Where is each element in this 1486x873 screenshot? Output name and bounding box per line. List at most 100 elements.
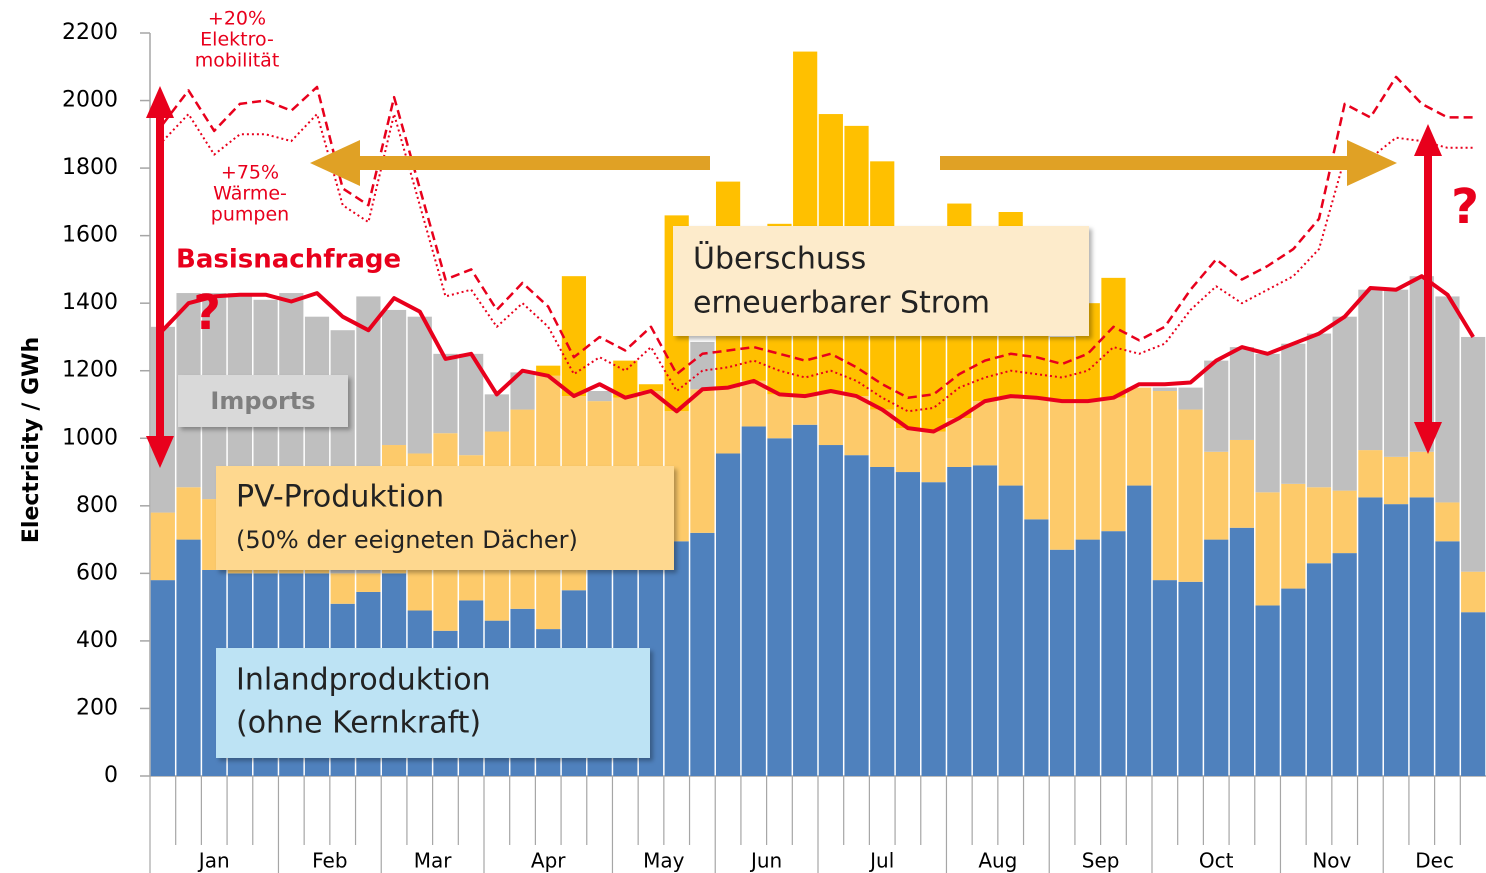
bar-segment xyxy=(1332,490,1357,554)
question-mark: ? xyxy=(193,285,221,341)
bar-segment xyxy=(1409,451,1434,498)
bar-segment xyxy=(1204,451,1229,540)
bar-segment xyxy=(1281,483,1306,589)
x-tick-label: Oct xyxy=(1199,849,1234,873)
bar-segment xyxy=(484,394,509,432)
bar-segment xyxy=(1435,502,1460,542)
x-tick-label: Jul xyxy=(868,849,894,873)
bar-segment xyxy=(793,51,818,397)
surplus-box xyxy=(673,226,1089,336)
bar-segment xyxy=(1178,581,1203,776)
y-tick-label: 1400 xyxy=(62,290,118,315)
bar-segment xyxy=(972,465,998,776)
x-tick-label: Jun xyxy=(749,849,782,873)
bar-segment xyxy=(1255,605,1280,776)
x-tick-label: Mar xyxy=(414,849,453,873)
x-tick-label: Apr xyxy=(531,849,566,873)
bar-segment xyxy=(150,512,175,581)
x-tick-label: Nov xyxy=(1312,849,1351,873)
bar-segment xyxy=(1383,289,1409,457)
bar-segment xyxy=(793,424,818,776)
bar-segment xyxy=(1435,296,1460,503)
bar-segment xyxy=(1281,588,1306,776)
arrow-shaft xyxy=(156,110,164,445)
bar-segment xyxy=(459,353,484,456)
bar-segment xyxy=(536,365,561,376)
y-tick-label: 800 xyxy=(76,493,118,518)
bar-segment xyxy=(1332,316,1357,491)
em-label: mobilität xyxy=(195,50,280,72)
bar-segment xyxy=(1435,541,1460,776)
arrow-head xyxy=(310,140,360,186)
y-tick-label: 1800 xyxy=(62,155,118,180)
demand-line xyxy=(161,75,1474,399)
bar-segment xyxy=(1127,485,1152,776)
bar-segment xyxy=(176,539,201,776)
bar-segment xyxy=(844,455,869,776)
bar-segment xyxy=(1101,531,1126,776)
y-axis-label: Electricity / GWh xyxy=(19,337,44,543)
bar-segment xyxy=(690,532,715,776)
y-tick-label: 600 xyxy=(76,560,118,585)
bar-segment xyxy=(1075,539,1100,776)
bar-segment xyxy=(1049,401,1075,550)
bar-segment xyxy=(767,394,792,439)
bar-segment xyxy=(1049,549,1075,776)
bar-segment xyxy=(972,401,998,466)
y-tick-label: 1000 xyxy=(62,425,118,450)
bar-segment xyxy=(150,580,175,776)
bar-segment xyxy=(1306,487,1332,564)
bar-segment xyxy=(741,426,766,776)
base-demand-label: Basisnachfrage xyxy=(176,245,401,275)
arrow-head xyxy=(1347,140,1397,186)
inland-sublabel: (ohne Kernkraft) xyxy=(236,706,481,741)
bar-segment xyxy=(1358,497,1383,776)
y-tick-label: 1600 xyxy=(62,223,118,248)
bar-segment xyxy=(1255,353,1280,493)
bar-segment xyxy=(1049,336,1075,402)
bar-segment xyxy=(1101,277,1126,398)
bar-segment xyxy=(921,431,946,483)
bar-segment xyxy=(1075,401,1100,540)
bar-segment xyxy=(947,418,972,467)
arrow-head xyxy=(146,436,174,468)
y-tick-label: 1200 xyxy=(62,358,118,383)
bar-segment xyxy=(1152,390,1177,581)
bar-segment xyxy=(741,380,766,427)
bar-segment xyxy=(690,389,715,533)
bar-segment xyxy=(330,573,355,604)
bar-segment xyxy=(998,485,1023,776)
bar-segment xyxy=(664,541,689,776)
x-tick-label: Jan xyxy=(197,849,230,873)
bar-segment xyxy=(870,409,895,467)
bar-segment xyxy=(638,384,664,391)
bar-segment xyxy=(1409,497,1434,776)
bar-segment xyxy=(1152,387,1177,391)
em-label: Elektro- xyxy=(200,29,274,51)
arrow-shaft xyxy=(1424,150,1432,430)
y-tick-label: 2000 xyxy=(62,88,118,113)
wp-label: Wärme- xyxy=(213,183,287,205)
bar-segment xyxy=(1461,336,1486,572)
inland-label: Inlandproduktion xyxy=(236,663,491,698)
bar-segment xyxy=(561,276,587,397)
y-tick-label: 2200 xyxy=(62,20,118,45)
lines xyxy=(161,75,1475,434)
bar-segment xyxy=(1229,527,1255,776)
bar-segment xyxy=(844,396,869,456)
demand-arrows xyxy=(146,86,1442,468)
bar-segment xyxy=(1383,456,1409,505)
bar-segment xyxy=(1024,519,1049,776)
y-tick-label: 200 xyxy=(76,695,118,720)
bar-segment xyxy=(947,466,972,776)
arrow-shaft xyxy=(350,156,710,170)
bar-segment xyxy=(1101,397,1126,532)
bar-segment xyxy=(1204,539,1229,776)
wp-label: pumpen xyxy=(211,204,289,226)
bar-segment xyxy=(1152,580,1177,776)
x-tick-label: Dec xyxy=(1415,849,1454,873)
bar-segment xyxy=(1332,553,1357,776)
wp-label: +75% xyxy=(221,162,279,184)
bar-segment xyxy=(1229,439,1255,528)
